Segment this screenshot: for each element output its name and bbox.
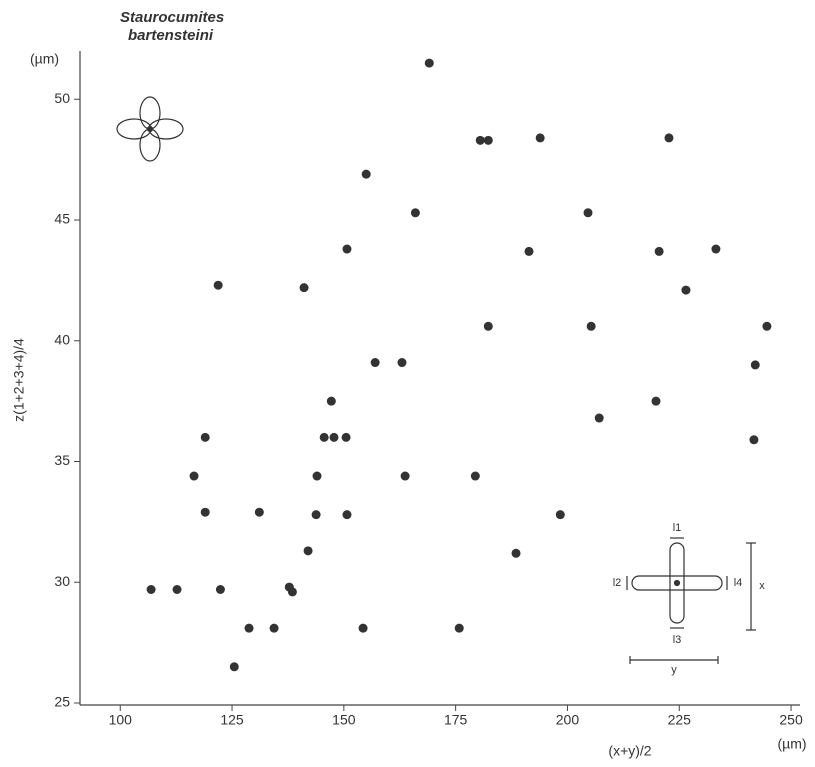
y-tick-label: 40 bbox=[54, 331, 70, 347]
point bbox=[341, 432, 351, 442]
x-tick-label: 100 bbox=[109, 712, 133, 728]
point bbox=[410, 208, 420, 218]
point bbox=[215, 585, 225, 595]
point bbox=[342, 244, 352, 254]
point bbox=[470, 471, 480, 481]
point bbox=[424, 58, 434, 68]
point bbox=[370, 358, 380, 368]
point bbox=[299, 283, 309, 293]
point bbox=[511, 548, 521, 558]
y-unit: (µm) bbox=[30, 51, 59, 67]
point bbox=[146, 585, 156, 595]
point bbox=[651, 396, 661, 406]
y-tick-label: 35 bbox=[54, 452, 70, 468]
x-unit: (µm) bbox=[777, 736, 806, 752]
y-tick-label: 45 bbox=[54, 211, 70, 227]
point bbox=[200, 432, 210, 442]
point bbox=[326, 396, 336, 406]
x-tick-label: 250 bbox=[779, 712, 803, 728]
point bbox=[535, 133, 545, 143]
point bbox=[762, 321, 772, 331]
chart-title: bartensteini bbox=[128, 27, 214, 44]
point bbox=[586, 321, 596, 331]
point bbox=[319, 432, 329, 442]
point bbox=[358, 623, 368, 633]
point bbox=[654, 246, 664, 256]
point bbox=[583, 208, 593, 218]
point bbox=[189, 471, 199, 481]
x-tick-label: 175 bbox=[444, 712, 468, 728]
point bbox=[254, 507, 264, 517]
inset-label: l4 bbox=[734, 577, 743, 589]
x-axis-label: (x+y)/2 bbox=[608, 743, 651, 759]
point bbox=[454, 623, 464, 633]
point bbox=[329, 432, 339, 442]
point bbox=[483, 321, 493, 331]
point bbox=[361, 169, 371, 179]
point bbox=[749, 435, 759, 445]
point bbox=[244, 623, 254, 633]
x-tick-label: 125 bbox=[220, 712, 244, 728]
y-tick-label: 25 bbox=[54, 694, 70, 710]
inset-label: l3 bbox=[673, 634, 682, 646]
point bbox=[400, 471, 410, 481]
point bbox=[287, 587, 297, 597]
point bbox=[342, 510, 352, 520]
x-tick-label: 150 bbox=[332, 712, 356, 728]
point bbox=[711, 244, 721, 254]
y-tick-label: 30 bbox=[54, 573, 70, 589]
point bbox=[681, 285, 691, 295]
point bbox=[311, 510, 321, 520]
point bbox=[397, 358, 407, 368]
point bbox=[483, 135, 493, 145]
cross-diagram bbox=[626, 537, 756, 664]
point bbox=[475, 135, 485, 145]
point bbox=[664, 133, 674, 143]
point bbox=[750, 360, 760, 370]
point bbox=[172, 585, 182, 595]
chart-title: Staurocumites bbox=[120, 9, 224, 26]
y-tick-label: 50 bbox=[54, 90, 70, 106]
y-axis-label: z(1+2+3+4)/4 bbox=[11, 338, 27, 422]
point bbox=[303, 546, 313, 556]
point bbox=[269, 623, 279, 633]
point bbox=[200, 507, 210, 517]
inset-label: x bbox=[759, 580, 765, 592]
point bbox=[555, 510, 565, 520]
point bbox=[594, 413, 604, 423]
point bbox=[229, 662, 239, 672]
inset-label: y bbox=[671, 664, 677, 676]
x-tick-label: 225 bbox=[668, 712, 692, 728]
point bbox=[213, 280, 223, 290]
inset-label: l1 bbox=[673, 522, 682, 534]
inset-label: l2 bbox=[613, 577, 622, 589]
point bbox=[524, 246, 534, 256]
x-tick-label: 200 bbox=[556, 712, 580, 728]
four-lobe-icon bbox=[116, 96, 184, 162]
point bbox=[312, 471, 322, 481]
